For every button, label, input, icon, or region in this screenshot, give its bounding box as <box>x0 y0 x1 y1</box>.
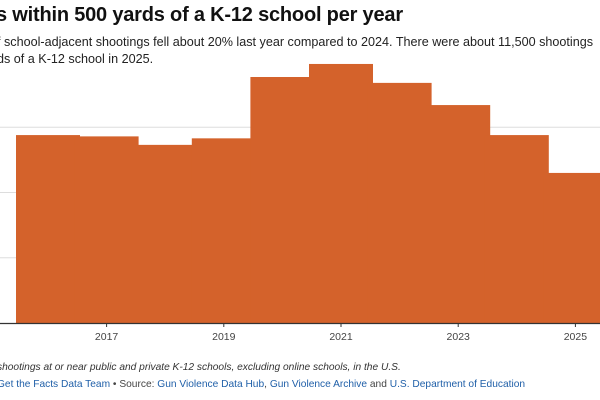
source-link-gun-violence-data-hub[interactable]: Gun Violence Data Hub <box>157 379 265 390</box>
bar-2025[interactable] <box>543 172 600 323</box>
bullet-separator: • <box>112 379 117 390</box>
bar-2023[interactable] <box>426 105 491 323</box>
credit-link[interactable]: Get the Facts Data Team <box>0 379 111 390</box>
source-label: Source: <box>119 379 155 390</box>
chart-title: s within 500 yards of a K-12 school per … <box>0 4 403 26</box>
bar-2017[interactable] <box>74 136 139 323</box>
source-link-gun-violence-archive[interactable]: Gun Violence Archive <box>269 379 368 390</box>
subtitle-line-2: ds of a K-12 school in 2025. <box>0 52 154 66</box>
bar-2020[interactable] <box>250 77 315 323</box>
chart-source: Get the Facts Data Team • Source: Gun Vi… <box>0 379 525 390</box>
subtitle-line-1: f school-adjacent shootings fell about 2… <box>0 35 594 49</box>
bar-2022[interactable] <box>367 82 432 323</box>
x-tick-label-2017: 2017 <box>95 331 119 343</box>
chart-subtitle: f school-adjacent shootings fell about 2… <box>0 34 597 68</box>
bar-2024[interactable] <box>484 135 549 323</box>
x-tick-label-2025: 2025 <box>564 331 588 343</box>
bar-2018[interactable] <box>133 144 198 323</box>
chart-note: shootings at or near public and private … <box>0 362 401 373</box>
x-tick-label-2021: 2021 <box>329 331 353 343</box>
source-link-us-department-of-education[interactable]: U.S. Department of Education <box>389 379 526 390</box>
bar-2019[interactable] <box>191 138 256 323</box>
bar-2021[interactable] <box>309 63 373 324</box>
x-tick-label-2019: 2019 <box>212 331 236 343</box>
source-and: and <box>369 379 387 390</box>
source-comma: , <box>264 379 267 390</box>
bar-chart: 2017 2019 2021 2023 2025 <box>0 63 600 343</box>
x-tick-label-2023: 2023 <box>447 331 471 343</box>
bar-2016[interactable] <box>16 135 80 323</box>
